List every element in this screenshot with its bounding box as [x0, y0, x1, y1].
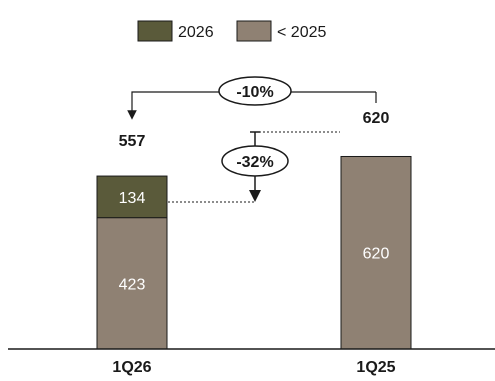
bar-segment-1q26-2026: [96, 175, 168, 219]
bars: 423 134 620: [96, 155, 412, 350]
bar-value-label-1q26-2026: 134: [119, 190, 146, 207]
total-change-connector: [127, 91, 220, 120]
total-change-bubble: [218, 76, 292, 106]
total-change-text: -10%: [236, 84, 273, 101]
old-series-change-bubble: [221, 145, 289, 177]
legend-swatch-lt2025: [236, 20, 272, 42]
bar-segment-1q26-lt2025: [96, 217, 168, 350]
legend-label-lt2025: < 2025: [277, 24, 326, 41]
legend-swatch-2026: [137, 20, 173, 42]
total-change-annotation: -10%: [127, 76, 377, 120]
total-label-1q26: 557: [119, 133, 146, 150]
old-series-change-text: -32%: [236, 154, 273, 171]
legend-label-2026: 2026: [178, 24, 214, 41]
legend: 2026 < 2025: [137, 20, 326, 42]
old-series-change-annotation: -32%: [168, 131, 340, 203]
bar-value-label-1q25-lt2025: 620: [363, 246, 390, 263]
category-label-1q26: 1Q26: [112, 359, 151, 376]
total-label-1q25: 620: [363, 110, 390, 127]
bar-segment-1q25-lt2025: [340, 155, 412, 350]
category-label-1q25: 1Q25: [356, 359, 395, 376]
bar-value-label-1q26-lt2025: 423: [119, 276, 146, 293]
